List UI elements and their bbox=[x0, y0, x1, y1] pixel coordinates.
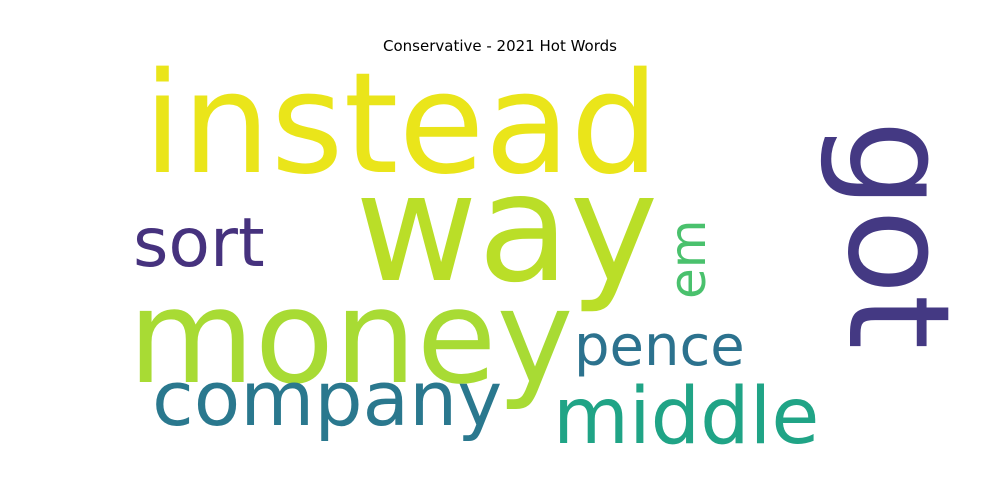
chart-title: Conservative - 2021 Hot Words bbox=[383, 37, 617, 55]
word-money: money bbox=[128, 261, 573, 413]
word-got: got bbox=[816, 120, 979, 349]
word-middle: middle bbox=[553, 372, 819, 462]
word-instead: instead bbox=[143, 43, 659, 206]
word-sort: sort bbox=[133, 204, 265, 283]
word-way: way bbox=[355, 142, 658, 316]
word-company: company bbox=[152, 354, 502, 443]
word-pence: pence bbox=[574, 314, 745, 379]
word-em: em bbox=[659, 220, 717, 299]
